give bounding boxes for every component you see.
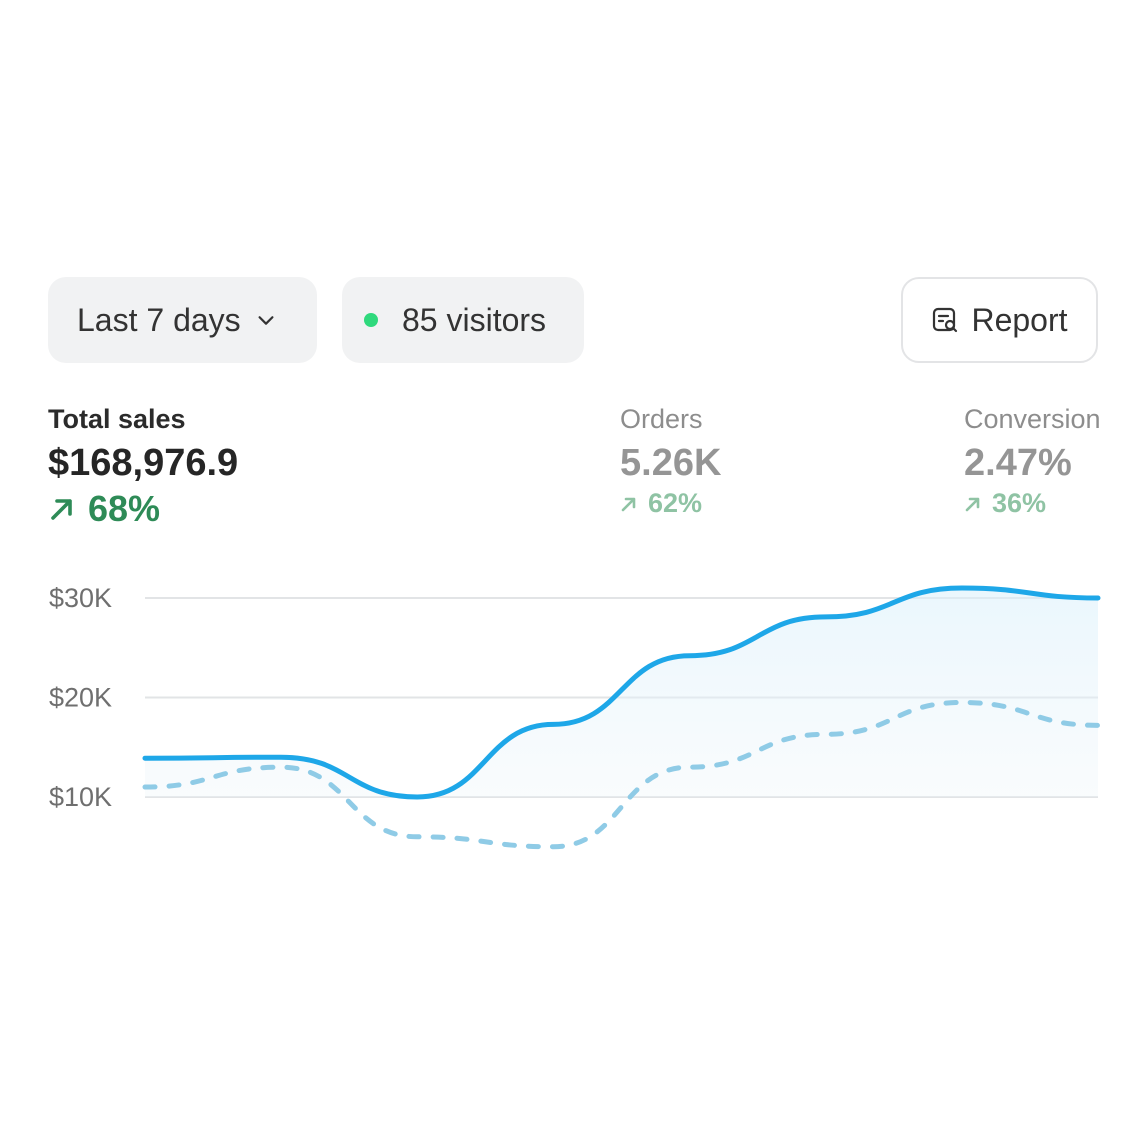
visitors-badge[interactable]: 85 visitors <box>342 277 584 363</box>
live-status-dot <box>364 313 378 327</box>
metric-delta-value: 36% <box>992 488 1047 518</box>
y-tick-label: $10K <box>49 782 112 812</box>
metric-value: $168,976.9 <box>48 442 239 484</box>
visitors-label: 85 visitors <box>402 301 547 338</box>
report-button[interactable]: Report <box>901 277 1098 363</box>
metric-value: 2.47% <box>964 442 1072 484</box>
metric-delta-value: 68% <box>88 488 161 529</box>
current-period-line <box>142 585 1101 800</box>
report-search-icon <box>931 306 959 334</box>
metric-delta-value: 62% <box>648 488 703 518</box>
metric-conversion[interactable]: Conversion 2.47% 36% <box>964 402 1101 519</box>
y-tick-label: $20K <box>49 683 112 713</box>
date-range-dropdown[interactable]: Last 7 days <box>48 277 317 363</box>
metric-label: Orders <box>620 404 703 434</box>
y-tick-label: $30K <box>49 583 112 613</box>
date-range-label: Last 7 days <box>77 301 241 338</box>
chevron-down-icon <box>255 309 277 331</box>
arrow-up-right-icon <box>51 499 72 520</box>
metric-delta: 62% <box>620 488 721 519</box>
metric-value: 5.26K <box>620 442 722 484</box>
metric-total-sales[interactable]: Total sales $168,976.9 68% <box>48 402 238 530</box>
metric-label: Total sales <box>48 404 186 434</box>
sales-line-chart: $30K $20K $10K <box>49 583 1101 850</box>
arrow-up-right-icon <box>621 497 636 511</box>
metric-label: Conversion <box>964 404 1101 434</box>
metric-orders[interactable]: Orders 5.26K 62% <box>620 402 721 519</box>
report-label: Report <box>971 301 1068 338</box>
metric-delta: 68% <box>48 488 238 530</box>
previous-period-line <box>142 699 1101 850</box>
metric-delta: 36% <box>964 488 1101 519</box>
arrow-up-right-icon <box>965 497 980 511</box>
